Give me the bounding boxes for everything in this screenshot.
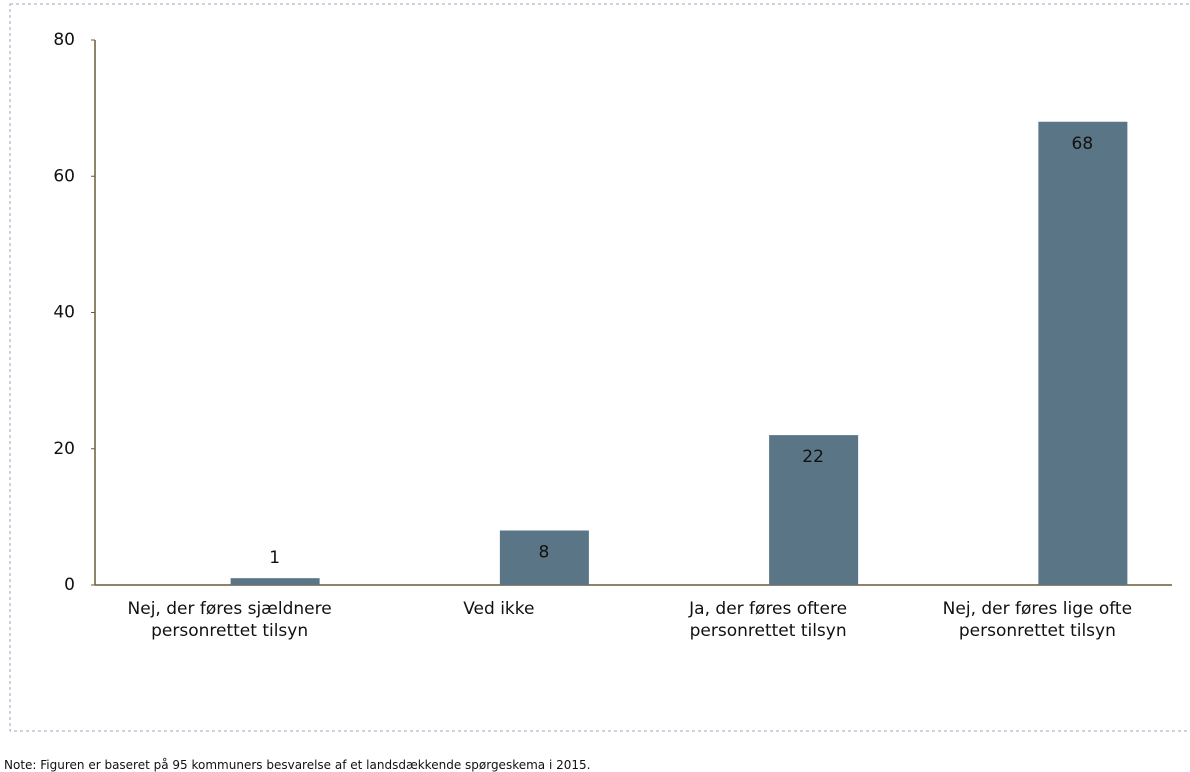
- data-label: 1: [269, 548, 280, 568]
- bar: [769, 435, 859, 585]
- data-label: 22: [802, 447, 824, 467]
- x-tick-label: Nej, der føres lige ofte personrettet ti…: [942, 599, 1133, 641]
- y-tick-label: 60: [53, 166, 75, 186]
- bar: [1038, 121, 1128, 585]
- y-tick-label: 0: [64, 575, 75, 595]
- bar: [499, 530, 589, 585]
- y-tick-label: 20: [53, 439, 75, 459]
- data-label: 68: [1072, 134, 1094, 154]
- y-tick-label: 80: [53, 30, 75, 50]
- x-tick-label: Nej, der føres sjældnere personrettet ti…: [127, 599, 332, 641]
- bar: [230, 578, 320, 585]
- x-tick-label: Ja, der føres oftere personrettet tilsyn: [689, 599, 848, 641]
- x-tick-label: Ved ikke: [463, 599, 535, 619]
- note: Note: Figuren er baseret på 95 kommuners…: [4, 758, 591, 772]
- data-label: 8: [538, 543, 549, 563]
- y-tick-label: 40: [53, 303, 75, 323]
- chart-frame: [9, 3, 1190, 732]
